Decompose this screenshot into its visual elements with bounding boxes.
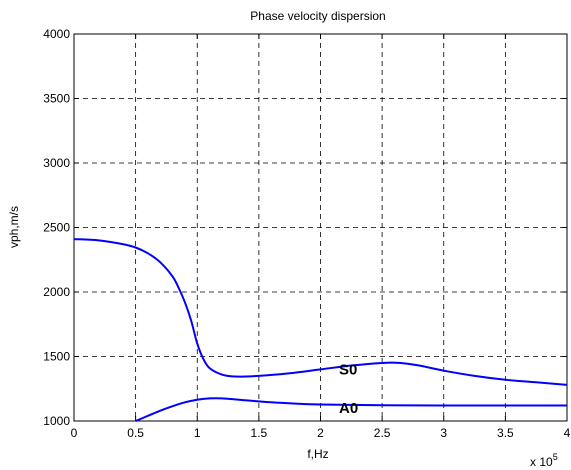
annotations: S0 A0 xyxy=(339,361,358,417)
x-tick-label: 4 xyxy=(564,426,571,440)
y-tick-label: 3500 xyxy=(43,92,70,106)
x-tick-label: 1.5 xyxy=(251,426,268,440)
x-tick-label: 0 xyxy=(71,426,78,440)
x-tick-label: 1 xyxy=(194,426,201,440)
series-group xyxy=(73,238,568,422)
y-tick-label: 2500 xyxy=(43,221,70,235)
chart-title: Phase velocity dispersion xyxy=(250,9,385,23)
x-axis-multiplier: x 105 xyxy=(530,452,558,469)
y-tick-label: 1500 xyxy=(43,350,70,364)
x-tick-label: 0.5 xyxy=(127,426,144,440)
x-multiplier-base: x 10 xyxy=(530,455,553,469)
series-line-a0 xyxy=(135,397,567,422)
annotation-s0: S0 xyxy=(339,361,357,378)
x-tick-label: 3 xyxy=(440,426,447,440)
x-tick-label: 2 xyxy=(317,426,324,440)
annotation-a0: A0 xyxy=(339,400,358,417)
x-tick-label: 3.5 xyxy=(497,426,514,440)
y-tick-label: 1000 xyxy=(43,414,70,428)
series-line-s0 xyxy=(73,238,568,386)
x-axis-label: f,Hz xyxy=(307,447,328,461)
y-tick-label: 2000 xyxy=(43,285,70,299)
ticks: 0 0.5 1 1.5 2 2.5 3 3.5 4 1000 1500 2000 2500 3000 350… xyxy=(43,27,570,440)
y-axis-label: vph,m/s xyxy=(7,206,21,248)
grid xyxy=(74,34,567,421)
y-tick-label: 3000 xyxy=(43,156,70,170)
x-tick-label: 2.5 xyxy=(374,426,391,440)
y-tick-label: 4000 xyxy=(43,27,70,41)
x-multiplier-exponent: 5 xyxy=(553,452,558,462)
